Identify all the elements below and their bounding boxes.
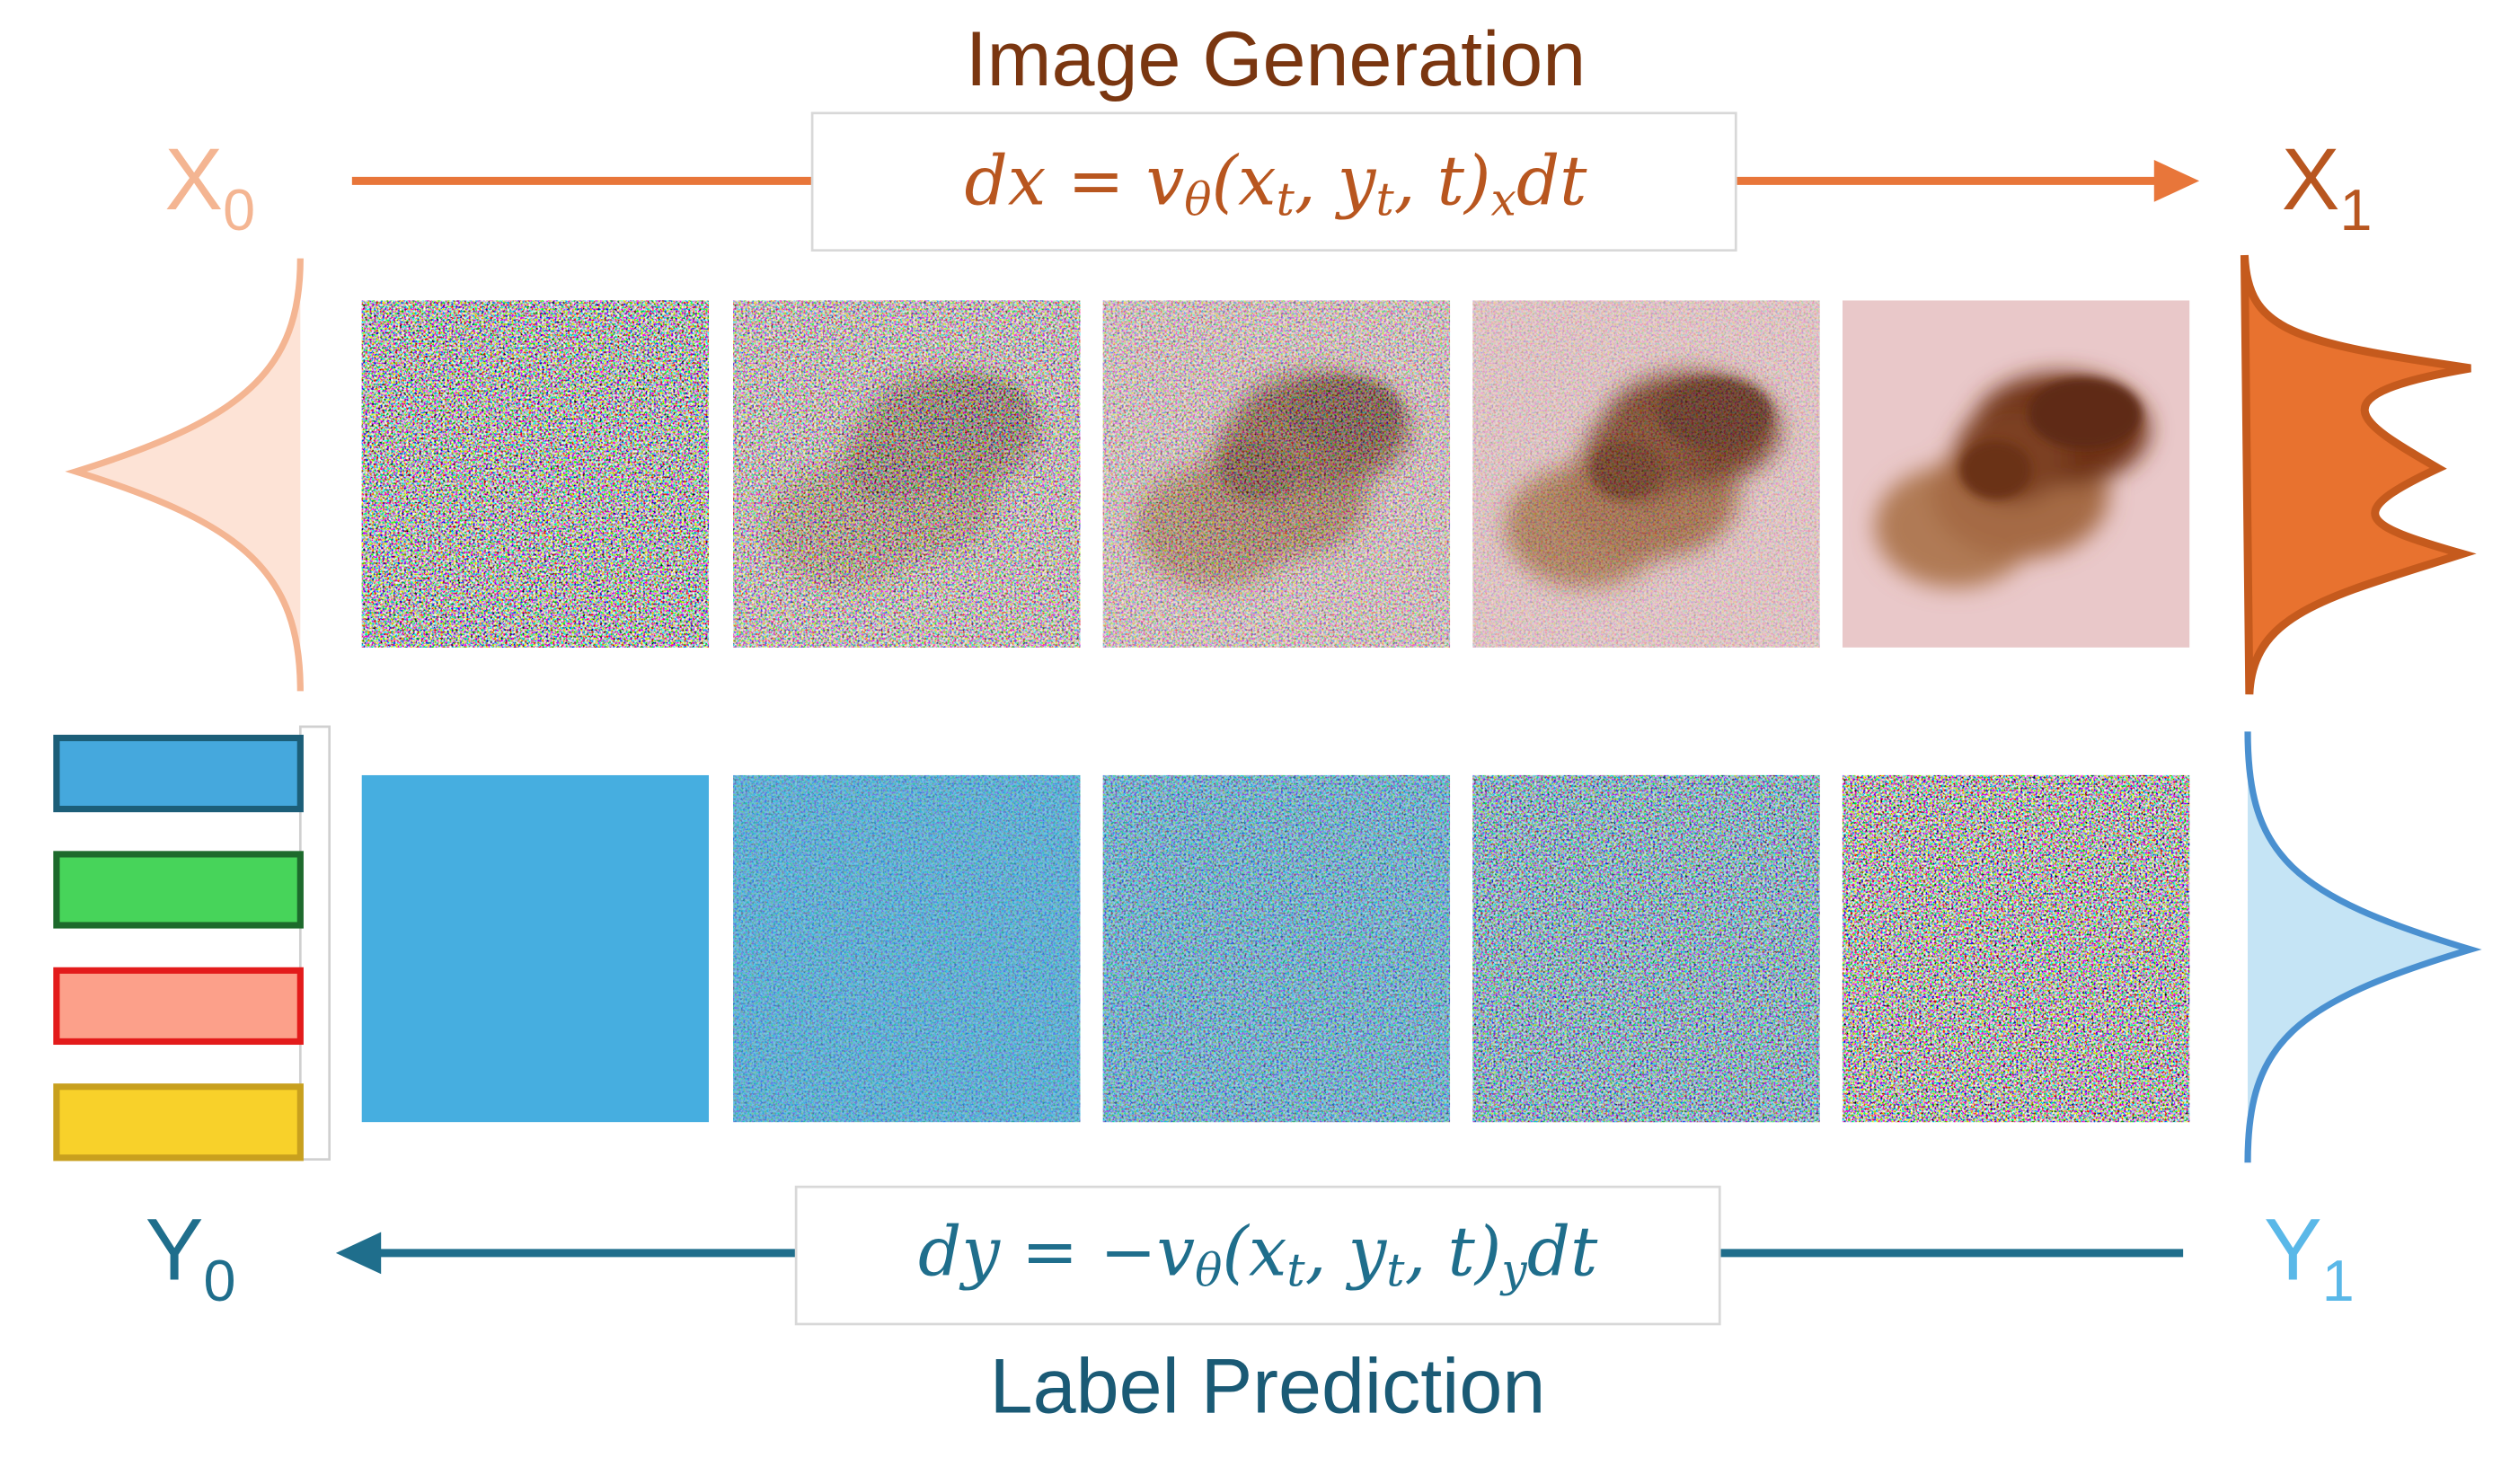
label-main: Y bbox=[2264, 1200, 2322, 1298]
end-label: Y0 bbox=[146, 1200, 236, 1313]
label-main: Y bbox=[146, 1200, 204, 1298]
label-sub: 0 bbox=[223, 177, 255, 243]
bottom-arrow-head bbox=[335, 1232, 382, 1275]
gaussian-fill bbox=[75, 258, 301, 692]
label-bar-blue bbox=[53, 734, 304, 813]
image-step-3 bbox=[1103, 300, 1450, 647]
top-formula: dx = vθ(xt, yt, t)xdt bbox=[964, 142, 1587, 226]
formula-box bbox=[810, 111, 1737, 252]
label-step-3 bbox=[1102, 774, 1451, 1123]
bottom-title: Label Prediction bbox=[990, 1343, 1546, 1429]
gaussian-curve bbox=[2244, 731, 2482, 1163]
label-step-5 bbox=[1843, 775, 2189, 1122]
formula-text: , y bbox=[1295, 142, 1377, 221]
gaussian-fill bbox=[2248, 731, 2471, 1163]
formula-box bbox=[794, 1185, 1721, 1326]
top-title: Image Generation bbox=[966, 16, 1587, 102]
start-label: Y1 bbox=[2264, 1200, 2355, 1313]
formula-subscript: y bbox=[1499, 1243, 1527, 1296]
image-step-5 bbox=[1843, 300, 2189, 647]
formula-text: (x bbox=[1222, 1213, 1286, 1292]
formula-text: dy = −v bbox=[918, 1213, 1195, 1292]
end-label: X1 bbox=[2282, 129, 2373, 243]
formula-subscript: t bbox=[1277, 173, 1295, 226]
label-step-1 bbox=[361, 774, 710, 1123]
label-bar-red bbox=[53, 967, 304, 1046]
formula-subscript: x bbox=[1490, 173, 1516, 226]
formula-subscript: θ bbox=[1195, 1243, 1222, 1296]
label-bar-green bbox=[53, 851, 304, 929]
formula-text: dx = v bbox=[964, 142, 1184, 221]
label-sub: 1 bbox=[2322, 1248, 2355, 1313]
formula-subscript: θ bbox=[1184, 173, 1211, 226]
image-step-2 bbox=[733, 300, 1080, 647]
label-bar-yellow bbox=[53, 1083, 304, 1162]
gaussian-curve bbox=[65, 258, 304, 692]
start-label: X0 bbox=[164, 129, 255, 243]
bar-frame bbox=[298, 725, 331, 1161]
trimodal-distribution bbox=[2240, 254, 2477, 695]
image-step-4 bbox=[1472, 300, 1819, 647]
label-sub: 1 bbox=[2340, 177, 2373, 243]
formula-text: dt bbox=[1527, 1213, 1598, 1292]
formula-text: , t) bbox=[1394, 142, 1491, 221]
formula-text: , t) bbox=[1405, 1213, 1502, 1292]
formula-subscript: t bbox=[1286, 1243, 1305, 1296]
label-step-4 bbox=[1472, 774, 1820, 1123]
formula-text: dt bbox=[1516, 142, 1587, 221]
formula-text: , y bbox=[1305, 1213, 1388, 1292]
top-arrow-head bbox=[2153, 160, 2200, 202]
formula-text: (x bbox=[1212, 142, 1277, 221]
label-step-2 bbox=[733, 774, 1081, 1123]
image-step-1 bbox=[362, 300, 709, 647]
formula-subscript: t bbox=[1386, 1243, 1405, 1296]
label-main: X bbox=[2282, 129, 2340, 227]
label-sub: 0 bbox=[204, 1248, 236, 1313]
bottom-formula: dy = −vθ(xt, yt, t)ydt bbox=[918, 1213, 1598, 1297]
label-main: X bbox=[164, 129, 223, 227]
formula-subscript: t bbox=[1375, 173, 1394, 226]
